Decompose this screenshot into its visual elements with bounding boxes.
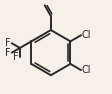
Text: F: F <box>13 52 19 62</box>
Text: F: F <box>5 38 11 48</box>
Text: F: F <box>5 48 11 58</box>
Text: Cl: Cl <box>81 65 90 75</box>
Text: Cl: Cl <box>81 30 90 40</box>
